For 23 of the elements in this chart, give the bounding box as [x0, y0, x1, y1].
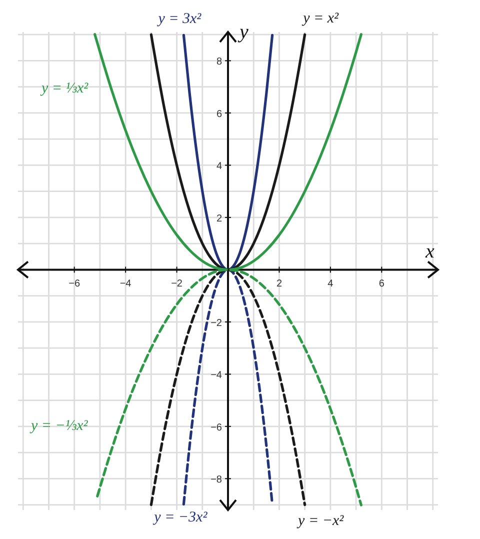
y-tick-label: 4: [216, 161, 222, 172]
y-axis-title: y: [238, 21, 249, 43]
y-tick-label: −2: [210, 318, 222, 329]
x-axis-title: x: [424, 240, 435, 263]
series-label: y = x²: [301, 10, 340, 27]
x-tick-label: 6: [378, 278, 385, 290]
series-label: y = 3x²: [156, 11, 202, 28]
x-tick-label: −4: [120, 278, 132, 290]
y-tick-label: −6: [210, 422, 222, 434]
y-tick-label: 6: [216, 108, 222, 120]
series-label: y = −⅓x²: [28, 418, 88, 434]
x-tick-label: −6: [68, 278, 80, 290]
x-tick-label: 4: [328, 278, 334, 290]
series-label: y = −x²: [296, 512, 344, 529]
x-tick-label: 2: [276, 278, 282, 290]
y-tick-label: −4: [210, 370, 222, 382]
series-label: y = ⅓x²: [39, 80, 89, 96]
y-tick-label: −8: [210, 474, 222, 486]
y-tick-label: 8: [216, 56, 222, 68]
line-series: [182, 268, 274, 506]
x-tick-label: −2: [171, 278, 183, 290]
y-tick-label: 2: [216, 213, 222, 224]
series-label: y = −3x²: [152, 509, 208, 526]
